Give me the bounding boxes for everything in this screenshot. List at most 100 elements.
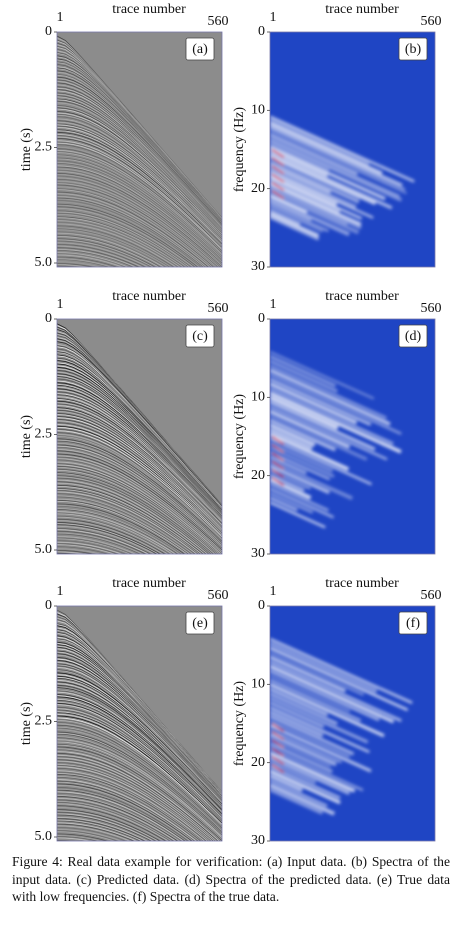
seismic-event bbox=[57, 791, 184, 841]
seismic-event bbox=[57, 370, 222, 513]
spectrum-streak bbox=[270, 427, 313, 451]
seismic-event bbox=[57, 152, 222, 256]
seismic-event bbox=[57, 746, 222, 841]
seismic-event bbox=[57, 661, 222, 802]
seismic-event bbox=[57, 667, 222, 803]
seismic-event bbox=[57, 435, 222, 541]
seismic-event bbox=[57, 239, 155, 267]
seismic-event bbox=[57, 201, 201, 267]
seismic-event bbox=[57, 696, 222, 815]
seismic-event bbox=[57, 840, 76, 841]
seismic-event bbox=[57, 512, 175, 554]
seismic-event bbox=[57, 795, 180, 841]
seismic-event bbox=[57, 797, 177, 841]
seismic-event bbox=[57, 468, 217, 554]
spectrum-streak bbox=[270, 355, 336, 387]
spectrum-streak bbox=[270, 683, 385, 738]
seismic-event bbox=[57, 764, 211, 841]
seismic-event bbox=[57, 203, 199, 267]
seismic-event bbox=[57, 79, 222, 225]
spectrum-streak bbox=[270, 409, 351, 449]
seismic-event bbox=[57, 219, 183, 267]
y-axis-label: time (s) bbox=[19, 415, 34, 458]
spectrum-streak bbox=[270, 395, 339, 430]
spectrum-streak bbox=[270, 118, 370, 166]
seismic-event bbox=[57, 100, 222, 232]
seismic-event bbox=[57, 180, 218, 267]
seismic-event bbox=[57, 548, 102, 554]
seismic-event bbox=[57, 386, 222, 519]
spectrum-streak bbox=[270, 477, 312, 500]
spectrum-streak bbox=[270, 459, 353, 501]
panel-label-box bbox=[185, 37, 215, 61]
spectrum-streak bbox=[270, 139, 403, 202]
spectrum-streak bbox=[270, 166, 357, 209]
seismic-event bbox=[57, 162, 222, 261]
spectrum-streak bbox=[270, 414, 368, 461]
seismic-event bbox=[57, 516, 169, 554]
seismic-event bbox=[57, 674, 222, 806]
seismic-event bbox=[57, 452, 222, 550]
seismic-event bbox=[57, 737, 222, 836]
seismic-event bbox=[57, 442, 222, 545]
seismic-event bbox=[57, 146, 222, 253]
seismic-event bbox=[57, 403, 222, 525]
spectrum-streak bbox=[270, 400, 376, 451]
seismic-event bbox=[57, 780, 196, 841]
seismic-event bbox=[57, 157, 222, 259]
spectrum-streak bbox=[270, 760, 317, 784]
seismic-event bbox=[57, 200, 202, 267]
seismic-event bbox=[57, 777, 199, 841]
seismic-event bbox=[57, 382, 222, 517]
seismic-event bbox=[57, 706, 222, 820]
seismic-event bbox=[57, 522, 161, 554]
seismic-event bbox=[57, 702, 222, 818]
spectrum-streak bbox=[270, 176, 363, 220]
seismic-event bbox=[57, 679, 222, 808]
spectrum-streak bbox=[270, 696, 369, 744]
seismic-event bbox=[57, 792, 183, 841]
seismic-event bbox=[57, 796, 179, 841]
spectrum-streak bbox=[270, 184, 362, 230]
x-tick-label: 560 bbox=[421, 588, 442, 603]
seismic-event bbox=[57, 249, 137, 267]
seismic-event bbox=[57, 766, 209, 841]
panel-label: (e) bbox=[192, 616, 208, 631]
seismic-event bbox=[57, 525, 155, 554]
seismic-event bbox=[57, 435, 222, 541]
seismic-event bbox=[57, 130, 222, 244]
panel-frame bbox=[269, 318, 436, 555]
y-tick-label: 0 bbox=[45, 24, 52, 39]
seismic-event bbox=[57, 724, 222, 829]
panel-label: (b) bbox=[405, 42, 422, 57]
x-axis-label: trace number bbox=[325, 289, 399, 304]
seismic-event bbox=[57, 389, 222, 520]
spectrum-streak bbox=[270, 188, 348, 226]
seismic-event bbox=[57, 378, 222, 516]
seismic-event bbox=[57, 99, 222, 232]
seismic-event bbox=[57, 529, 150, 554]
x-tick-label: 560 bbox=[208, 588, 229, 603]
seismic-event bbox=[57, 773, 203, 841]
panel-background bbox=[57, 32, 222, 267]
spectrum-energy bbox=[270, 350, 402, 529]
seismic-event bbox=[57, 825, 131, 841]
spectrum-streak bbox=[270, 637, 413, 704]
panel-frame bbox=[56, 318, 223, 555]
y-tick-label: 30 bbox=[251, 833, 265, 848]
seismic-event bbox=[57, 166, 222, 264]
seismic-event bbox=[57, 475, 212, 554]
seismic-event bbox=[57, 508, 179, 554]
spectrum-streak bbox=[270, 774, 303, 792]
y-tick-label: 20 bbox=[251, 755, 265, 770]
seismic-event bbox=[57, 61, 222, 221]
y-tick-label: 0 bbox=[45, 598, 52, 613]
seismic-event bbox=[57, 704, 222, 818]
seismic-event bbox=[57, 463, 221, 554]
seismic-event bbox=[57, 524, 158, 554]
spectrum-streak bbox=[270, 446, 335, 478]
spectrum-streak bbox=[270, 669, 380, 722]
seismic-event bbox=[57, 149, 222, 255]
spectrum-streak bbox=[270, 154, 377, 206]
seismic-event bbox=[57, 523, 160, 554]
